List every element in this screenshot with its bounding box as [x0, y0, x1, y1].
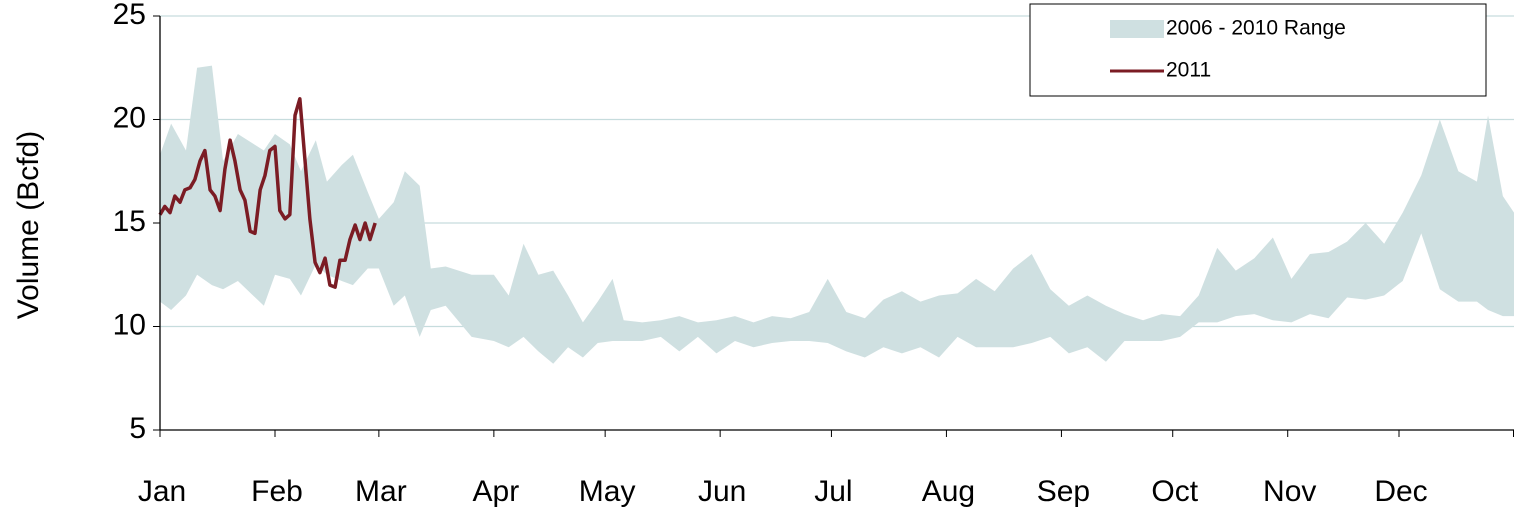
x-tick-label: Aug [922, 475, 975, 508]
y-tick-label: 5 [129, 412, 146, 445]
y-tick-label: 25 [113, 0, 146, 31]
x-tick-label: Jul [814, 475, 852, 508]
y-tick-label: 15 [113, 205, 146, 238]
x-tick-label: Feb [251, 475, 303, 508]
x-tick-label: Jan [138, 475, 186, 508]
x-tick-label: Dec [1374, 475, 1427, 508]
series-line [158, 97, 377, 289]
plot-area [158, 65, 1514, 364]
x-tick-label: Mar [355, 475, 407, 508]
x-tick-label: Jun [698, 475, 746, 508]
y-tick-label: 20 [113, 101, 146, 134]
x-tick-label: Oct [1151, 475, 1198, 508]
x-tick-label: Nov [1263, 475, 1316, 508]
range-band [160, 65, 1514, 364]
legend-label: 2011 [1166, 59, 1211, 82]
y-axis-title: Volume (Bcfd) [12, 131, 45, 319]
legend-box [1029, 3, 1487, 97]
axes: 5 10 15 20 25 Jan Feb Mar Apr May Jun Jul Aug Sep Oct N… [113, 0, 1514, 508]
legend: 2006 - 2010 Range 2011 [1029, 3, 1487, 97]
x-tick-label: May [579, 475, 636, 508]
legend-swatch [1110, 20, 1164, 38]
legend-label: 2006 - 2010 Range [1166, 17, 1346, 40]
x-tick-label: Sep [1037, 475, 1090, 508]
x-tick-label: Apr [473, 475, 520, 508]
y-tick-label: 10 [113, 308, 146, 341]
